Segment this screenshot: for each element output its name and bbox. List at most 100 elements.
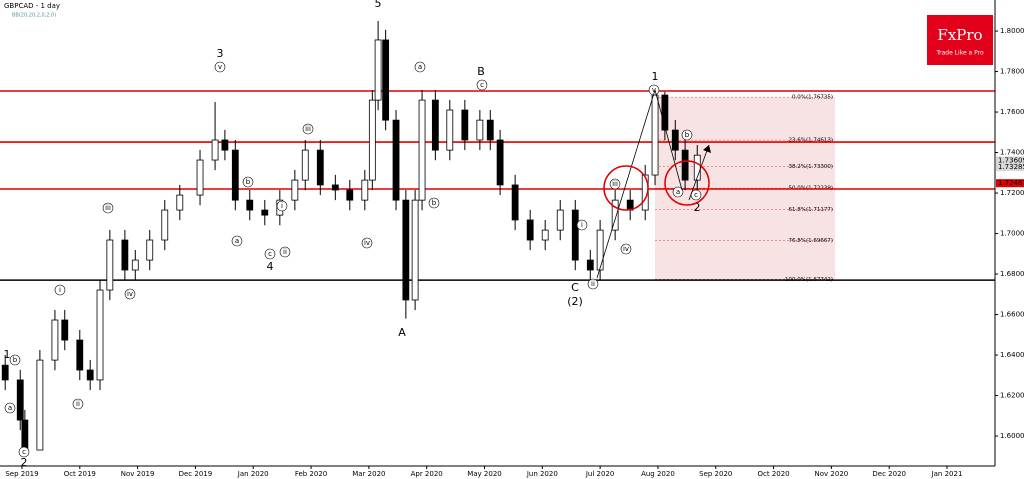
fib-label: 61.8%(1.71177) [788, 207, 833, 213]
wave-circle [54, 284, 66, 296]
wave-label: 1 [4, 348, 11, 361]
price-marker-label: 1.73609 [998, 156, 1024, 164]
candle-body [661, 94, 669, 131]
circled-label: iv [364, 239, 370, 247]
candle-body [402, 199, 410, 301]
wave-circle [4, 402, 16, 414]
y-tick-label: 1.60000 [1000, 432, 1024, 440]
wave-circle [242, 176, 254, 188]
circled-label: c [268, 250, 272, 258]
price-marker-label: 1.73285 [998, 163, 1024, 171]
candle-body [96, 289, 104, 381]
wave-circle [587, 278, 599, 290]
circled-label: c [694, 191, 698, 199]
circled-label: ii [591, 280, 595, 288]
fib-label: 0.0%(1.76735) [792, 95, 833, 101]
wave-circle [414, 61, 426, 73]
circled-label: iv [127, 290, 133, 298]
circled-label: a [418, 63, 422, 71]
candle-body [486, 119, 494, 141]
wave-label: C [571, 281, 579, 294]
x-tick-label: Jul 2020 [585, 470, 615, 478]
circled-label: i [59, 286, 61, 294]
candle-body [418, 99, 426, 201]
candle-body [511, 184, 519, 221]
candle-body [196, 159, 204, 196]
x-tick-label: Jan 2020 [237, 470, 269, 478]
candle-body [541, 229, 549, 241]
circled-label: iii [105, 204, 111, 212]
circled-label: a [8, 404, 12, 412]
candle-body [693, 154, 701, 181]
candle-body [61, 319, 69, 341]
circled-label: ii [283, 248, 287, 256]
arrow-head [703, 145, 711, 153]
candle-body [86, 369, 94, 381]
x-tick-label: May 2020 [467, 470, 502, 478]
wave-label: B [477, 65, 485, 78]
wave-circle [476, 79, 488, 91]
candle-body [411, 199, 419, 301]
candle-body [382, 39, 390, 121]
circled-label: b [246, 178, 251, 186]
candle-body [681, 149, 689, 181]
x-tick-label: Jan 2021 [931, 470, 963, 478]
candle-body [496, 139, 504, 186]
wave-circle [279, 246, 291, 258]
candle-body [221, 139, 229, 151]
wave-circle [361, 237, 373, 249]
wave-label: 5 [375, 0, 382, 10]
price-marker [996, 156, 1024, 165]
circled-label: a [235, 237, 239, 245]
wave-circle [9, 354, 21, 366]
forecast-arrow [688, 144, 710, 201]
x-tick-label: Sep 2020 [699, 470, 732, 478]
candle-body [392, 119, 400, 201]
candle-body [374, 39, 382, 101]
candle-body [16, 379, 24, 421]
candle-body [21, 419, 29, 451]
candle-body [121, 239, 129, 271]
candle-body [301, 149, 309, 181]
candle-body [261, 209, 269, 216]
wave-circle [214, 61, 226, 73]
y-tick-label: 1.66000 [1000, 311, 1024, 319]
wave-label: 4 [267, 260, 274, 273]
circled-label: iii [612, 180, 618, 188]
candle-body [36, 359, 44, 451]
candle-body [176, 194, 184, 211]
circled-label: c [480, 81, 484, 89]
x-tick-label: Dec 2020 [872, 470, 906, 478]
x-tick-label: Dec 2019 [179, 470, 213, 478]
wave-label: A [398, 326, 406, 339]
candle-body [476, 119, 484, 141]
wave-circle [18, 446, 30, 458]
x-tick-label: Apr 2020 [411, 470, 443, 478]
candle-body [556, 209, 564, 231]
candle-body [246, 199, 254, 211]
candle-body [291, 179, 299, 201]
x-tick-label: Aug 2020 [641, 470, 675, 478]
candle-body [671, 129, 679, 151]
candle-body [596, 229, 604, 271]
candle-body [211, 139, 219, 161]
x-tick-label: Jun 2020 [526, 470, 558, 478]
circled-label: a [676, 188, 680, 196]
wave-label: 1 [652, 70, 659, 83]
chart-title: GBPCAD - 1 day [4, 2, 60, 10]
circled-label: iii [305, 125, 311, 133]
candle-body [161, 209, 169, 241]
circled-label: iv [623, 245, 629, 253]
y-tick-label: 1.68000 [1000, 270, 1024, 278]
circled-label: v [218, 63, 222, 71]
logo-brand: FxPro [937, 26, 982, 44]
fib-label: 76.8%(1.69667) [788, 238, 833, 244]
wave-label: (2) [567, 295, 583, 308]
x-tick-label: Oct 2020 [757, 470, 789, 478]
y-tick-label: 1.80000 [1000, 27, 1024, 35]
highlight-circle [664, 160, 710, 206]
wave-circle [276, 200, 288, 212]
candle-body [586, 259, 594, 271]
x-tick-label: Sep 2019 [5, 470, 38, 478]
candle-body [316, 149, 324, 186]
